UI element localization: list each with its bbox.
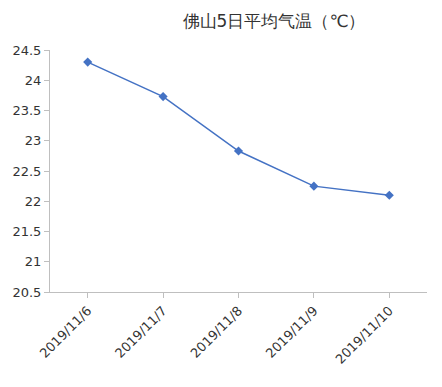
svg-text:23.5: 23.5 bbox=[12, 103, 41, 118]
svg-text:2019/11/9: 2019/11/9 bbox=[263, 303, 321, 361]
svg-text:23: 23 bbox=[25, 133, 42, 148]
svg-text:24: 24 bbox=[25, 73, 42, 88]
svg-text:2019/11/7: 2019/11/7 bbox=[112, 303, 170, 361]
svg-text:2019/11/10: 2019/11/10 bbox=[332, 303, 396, 367]
svg-text:佛山5日平均气温（℃）: 佛山5日平均气温（℃） bbox=[183, 11, 366, 31]
svg-text:2019/11/8: 2019/11/8 bbox=[187, 303, 245, 361]
svg-text:20.5: 20.5 bbox=[12, 285, 41, 300]
svg-text:24.5: 24.5 bbox=[12, 43, 41, 58]
svg-text:21.5: 21.5 bbox=[12, 224, 41, 239]
svg-text:21: 21 bbox=[25, 254, 42, 269]
svg-text:22.5: 22.5 bbox=[12, 164, 41, 179]
svg-text:2019/11/6: 2019/11/6 bbox=[37, 303, 95, 361]
svg-text:22: 22 bbox=[25, 194, 42, 209]
